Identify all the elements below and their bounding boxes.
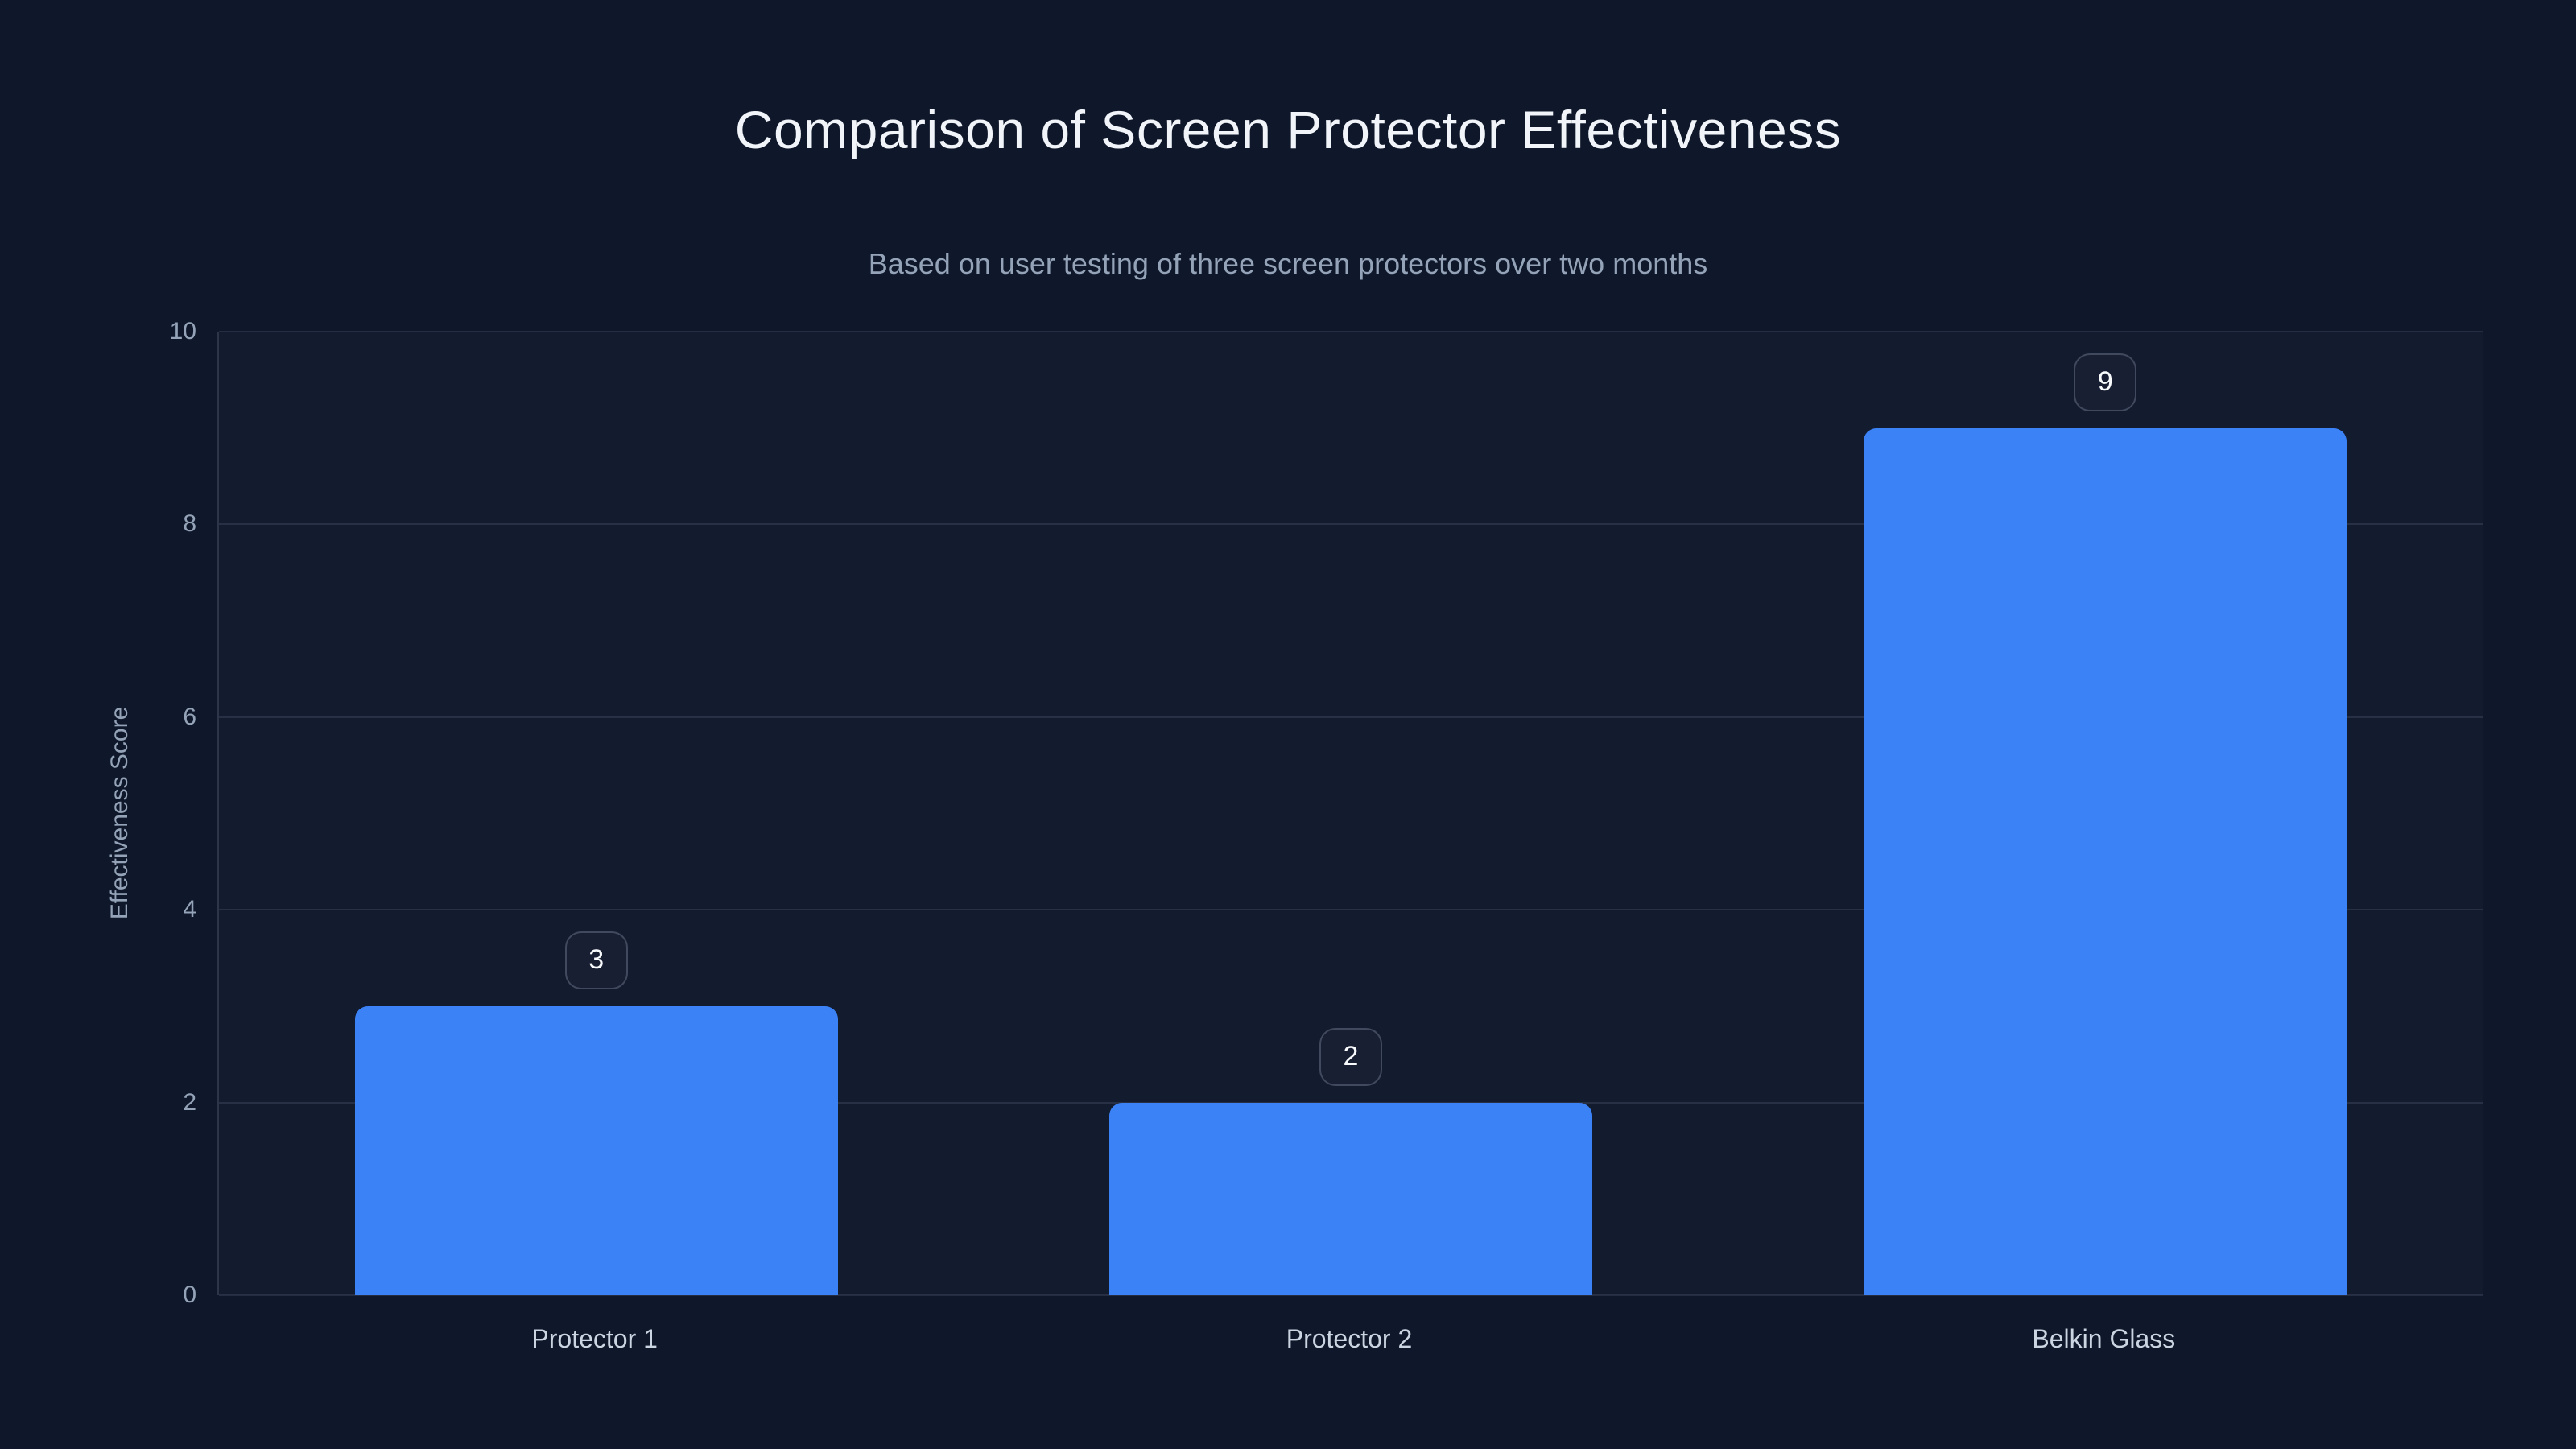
gridline-y-0 (219, 1294, 2483, 1296)
bar-protector-2[interactable] (1109, 1102, 1592, 1295)
plot-area: 3 2 9 (217, 331, 2483, 1296)
y-tick-label-2: 2 (183, 1088, 196, 1116)
bar-belkin-glass[interactable] (1864, 427, 2347, 1295)
value-badge-protector-1: 3 (564, 931, 628, 989)
y-tick-label-8: 8 (183, 510, 196, 538)
y-tick-label-0: 0 (183, 1282, 196, 1308)
gridline-y-4 (219, 909, 2483, 911)
chart-title: Comparison of Screen Protector Effective… (734, 100, 1842, 159)
y-tick-label-6: 6 (183, 703, 196, 730)
gridline-y-10 (219, 331, 2483, 332)
y-tick-label-4: 4 (183, 896, 196, 923)
value-badge-protector-2: 2 (1319, 1027, 1382, 1086)
x-category-label-protector-1: Protector 1 (531, 1324, 658, 1353)
bar-protector-1[interactable] (354, 1005, 838, 1295)
gridline-y-6 (219, 716, 2483, 718)
x-category-label-protector-2: Protector 2 (1286, 1324, 1413, 1353)
y-axis-title: Effectiveness Score (106, 706, 133, 920)
x-category-label-belkin-glass: Belkin Glass (2032, 1324, 2176, 1353)
gridline-y-8 (219, 523, 2483, 526)
y-tick-label-10: 10 (169, 318, 196, 345)
chart-subtitle: Based on user testing of three screen pr… (868, 247, 1708, 280)
value-badge-belkin-glass: 9 (2074, 353, 2137, 411)
